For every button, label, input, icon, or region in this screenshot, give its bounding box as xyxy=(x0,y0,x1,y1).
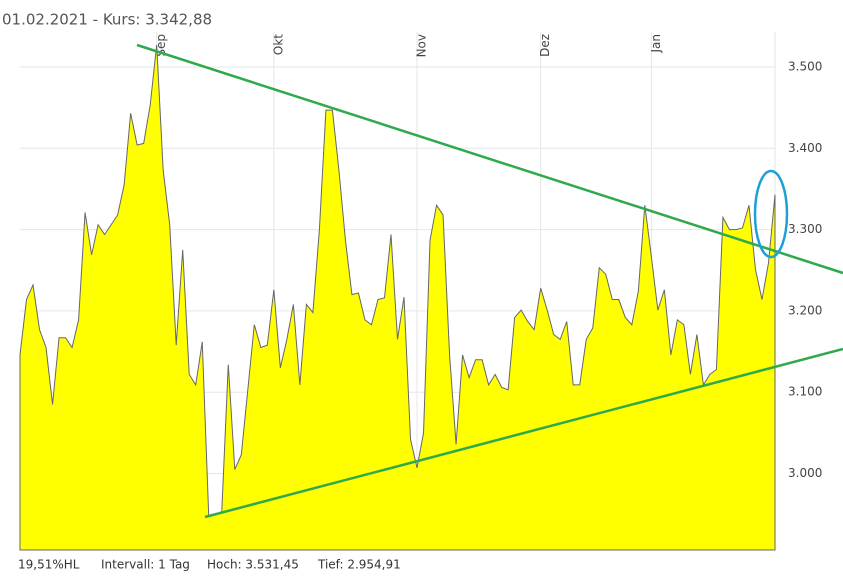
resistance-trendline xyxy=(136,43,843,275)
y-tick-label: 3.300 xyxy=(788,222,822,236)
support-trendline xyxy=(204,347,843,519)
x-tick-label: Jan xyxy=(649,34,663,54)
y-tick-label: 3.500 xyxy=(788,59,822,73)
y-tick-label: 3.400 xyxy=(788,141,822,155)
highlight-ellipse xyxy=(753,169,789,259)
y-tick-label: 3.000 xyxy=(788,466,822,480)
x-tick-label: Nov xyxy=(415,34,429,57)
footer-text: Tief: 2.954,91 xyxy=(317,558,401,572)
x-tick-label: Okt xyxy=(271,34,285,55)
area xyxy=(19,44,776,551)
footer-text: Intervall: 1 Tag xyxy=(101,558,190,572)
y-tick-label: 3.100 xyxy=(788,385,822,399)
footer-text: 19,51%HL xyxy=(18,558,80,572)
chart-title: 01.02.2021 - Kurs: 3.342,88 xyxy=(2,11,212,29)
y-tick-label: 3.200 xyxy=(788,303,822,317)
footer-text: Hoch: 3.531,45 xyxy=(207,558,299,572)
x-tick-label: Dez xyxy=(538,34,552,57)
